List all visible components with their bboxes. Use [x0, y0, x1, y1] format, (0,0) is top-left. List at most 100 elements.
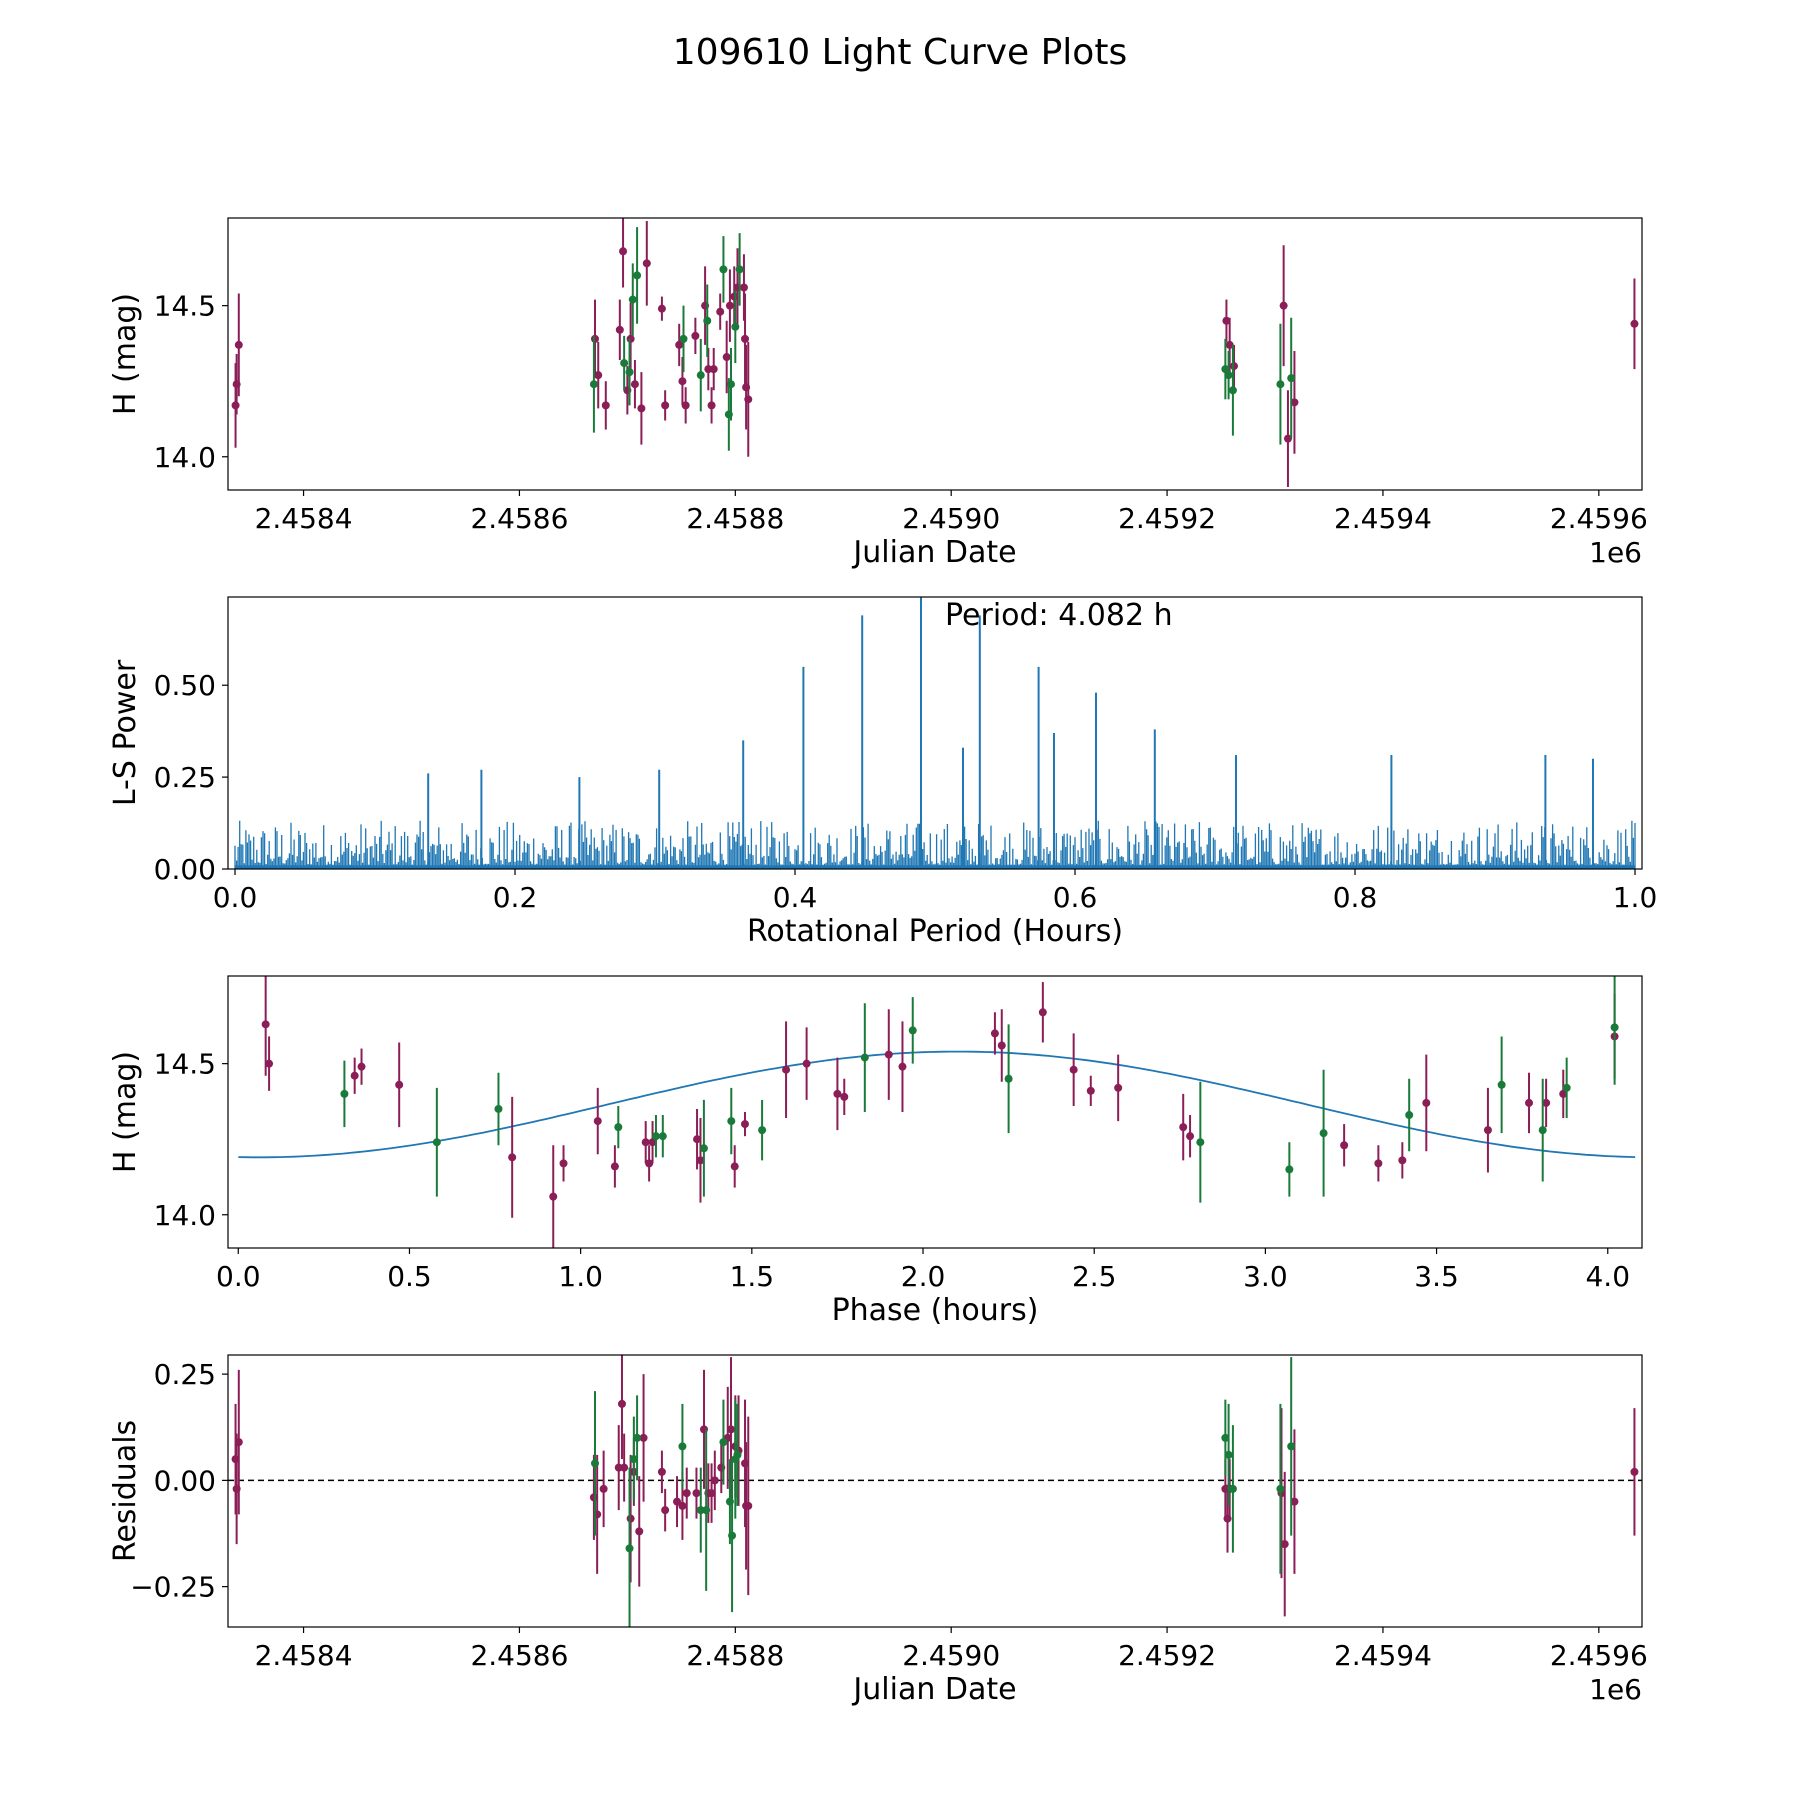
- data-point: [642, 259, 651, 268]
- y-tick-label: 0.50: [154, 669, 216, 702]
- x-tick-label: 1.5: [730, 1260, 775, 1293]
- data-point: [691, 331, 700, 340]
- data-point: [744, 395, 753, 404]
- x-tick-label: 4.0: [1585, 1260, 1630, 1293]
- data-point: [997, 1041, 1006, 1050]
- data-point: [840, 1092, 849, 1101]
- x-tick-label: 0.2: [493, 881, 538, 914]
- power-noise-lines: [234, 820, 1636, 869]
- data-point: [395, 1080, 404, 1089]
- data-point: [699, 1144, 708, 1153]
- x-axis-label: Julian Date: [851, 535, 1016, 570]
- x-offset-label: 1e6: [1589, 536, 1642, 569]
- x-tick-label: 0.5: [387, 1260, 432, 1293]
- data-point: [630, 380, 639, 389]
- data-point: [626, 1514, 635, 1523]
- data-point: [661, 401, 670, 410]
- data-point: [741, 334, 750, 343]
- x-offset-label: 1e6: [1589, 1673, 1642, 1706]
- data-point: [726, 1425, 735, 1434]
- data-point: [601, 401, 610, 410]
- data-point: [508, 1153, 517, 1162]
- x-tick-label: 0.6: [1053, 881, 1098, 914]
- axes-frame: [227, 975, 1643, 1249]
- data-point: [681, 401, 690, 410]
- x-tick-label: 2.4584: [255, 502, 353, 535]
- data-point: [657, 304, 666, 313]
- data-point: [615, 325, 624, 334]
- y-tick-label: −0.25: [130, 1571, 216, 1604]
- data-point: [1290, 398, 1299, 407]
- data-point: [626, 334, 635, 343]
- series-magenta: [231, 218, 1639, 487]
- data-point: [1562, 1083, 1571, 1092]
- data-point: [1222, 316, 1231, 325]
- data-point: [1224, 371, 1233, 380]
- data-point: [1559, 1089, 1568, 1098]
- data-point: [898, 1062, 907, 1071]
- data-point: [758, 1126, 767, 1135]
- data-point: [1004, 1074, 1013, 1083]
- data-point: [884, 1050, 893, 1059]
- data-point: [593, 1117, 602, 1126]
- data-point: [617, 1399, 626, 1408]
- data-point: [1319, 1129, 1328, 1138]
- x-tick-label: 0.8: [1333, 881, 1378, 914]
- y-tick-label: 14.5: [154, 1048, 216, 1081]
- data-point: [1225, 340, 1234, 349]
- data-point: [860, 1053, 869, 1062]
- x-tick-label: 2.4588: [686, 502, 784, 535]
- data-point: [1221, 1433, 1230, 1442]
- data-point: [594, 371, 603, 380]
- data-point: [702, 1506, 711, 1515]
- data-point: [261, 1020, 270, 1029]
- series-green: [340, 976, 1619, 1203]
- data-point: [590, 1459, 599, 1468]
- data-point: [703, 316, 712, 325]
- data-point: [1276, 380, 1285, 389]
- data-point: [1610, 1023, 1619, 1032]
- y-tick-label: 0.00: [154, 1464, 216, 1497]
- y-tick-label: 14.0: [154, 1199, 216, 1232]
- data-point: [727, 1117, 736, 1126]
- data-point: [1497, 1080, 1506, 1089]
- plot-area-ls: [234, 597, 1636, 869]
- chart-phase: 0.0 0.5 1.0 1.5 2.0 2.5 3.0 3.5 4.0 14.0 14.5 Phase…: [108, 975, 1643, 1328]
- data-point: [722, 353, 731, 362]
- series-green: [590, 1357, 1296, 1627]
- y-tick-label: 0.00: [154, 853, 216, 886]
- data-point: [1483, 1126, 1492, 1135]
- data-point: [1279, 301, 1288, 310]
- plot-area-phase: [238, 976, 1636, 1248]
- data-point: [696, 371, 705, 380]
- data-point: [733, 1450, 742, 1459]
- data-point: [802, 1059, 811, 1068]
- data-point: [719, 265, 728, 274]
- data-point: [726, 380, 735, 389]
- x-tick-label: 0.0: [213, 881, 258, 914]
- series-green: [589, 227, 1296, 451]
- data-point: [1630, 1467, 1639, 1476]
- data-point: [350, 1071, 359, 1080]
- data-point: [1038, 1008, 1047, 1017]
- data-point: [679, 334, 688, 343]
- data-point: [357, 1062, 366, 1071]
- data-point: [1086, 1086, 1095, 1095]
- x-axis-label: Rotational Period (Hours): [747, 914, 1123, 949]
- axes-frame: [227, 217, 1643, 491]
- data-point: [710, 1476, 719, 1485]
- data-point: [1374, 1159, 1383, 1168]
- data-point: [549, 1192, 558, 1201]
- data-point: [678, 1442, 687, 1451]
- data-point: [692, 1489, 701, 1498]
- data-point: [1398, 1156, 1407, 1165]
- data-point: [1283, 434, 1292, 443]
- data-point: [614, 1123, 623, 1132]
- y-axis-label: H (mag): [108, 293, 143, 415]
- x-tick-label: 2.0: [901, 1260, 946, 1293]
- power-baseline: [235, 865, 1635, 869]
- data-point: [234, 340, 243, 349]
- x-tick-label: 2.4594: [1334, 1639, 1432, 1672]
- data-point: [1538, 1126, 1547, 1135]
